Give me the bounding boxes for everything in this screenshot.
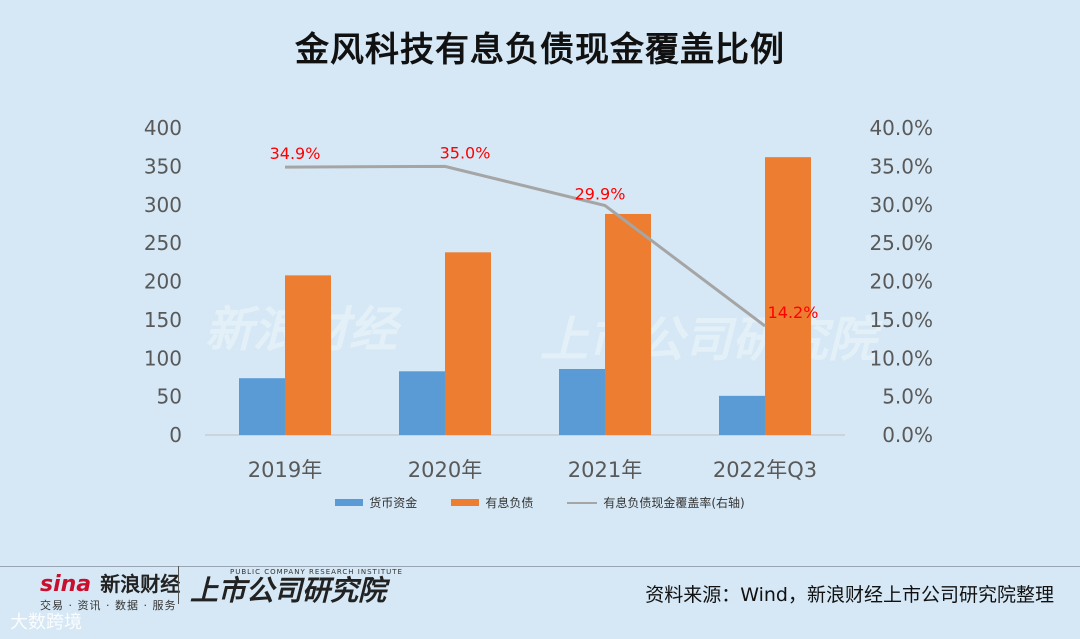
ratio-data-label: 34.9% xyxy=(270,144,321,163)
y-left-tick-label: 0 xyxy=(169,423,182,447)
watermark-institute: 上市公司研究院 xyxy=(540,312,877,368)
y-left-tick-label: 350 xyxy=(144,154,182,178)
sina-brand-cn: 新浪财经 xyxy=(100,572,181,596)
bar-debt xyxy=(445,252,491,435)
y-left-tick-label: 300 xyxy=(144,193,182,217)
x-tick-label: 2021年 xyxy=(568,458,642,482)
legend-label-ratio: 有息负债现金覆盖率(右轴) xyxy=(603,496,745,510)
y-right-tick-label: 0.0% xyxy=(882,423,933,447)
y-right-tick-label: 10.0% xyxy=(869,346,933,370)
y-left-tick-label: 400 xyxy=(144,116,182,140)
sina-brand-text: sina xyxy=(40,572,92,597)
legend-swatch-debt xyxy=(451,499,480,506)
corner-watermark: 大数跨境 xyxy=(10,612,82,633)
y-left-tick-label: 200 xyxy=(144,270,182,294)
x-tick-label: 2022年Q3 xyxy=(713,458,817,482)
y-right-tick-label: 40.0% xyxy=(869,116,933,140)
ratio-data-label: 29.9% xyxy=(575,185,626,204)
y-left-tick-label: 100 xyxy=(144,346,182,370)
y-right-tick-label: 15.0% xyxy=(869,308,933,332)
y-right-tick-label: 30.0% xyxy=(869,193,933,217)
legend-label-debt: 有息负债 xyxy=(485,496,534,510)
source-note: 资料来源：Wind，新浪财经上市公司研究院整理 xyxy=(645,584,1054,606)
legend-label-cash: 货币资金 xyxy=(369,496,418,510)
logo-separator xyxy=(178,566,179,604)
institute-cn: 上市公司研究院 xyxy=(190,574,387,607)
legend-item-ratio: 有息负债现金覆盖率(右轴) xyxy=(567,494,745,511)
institute-en: PUBLIC COMPANY RESEARCH INSTITUTE xyxy=(230,568,403,576)
bar-debt xyxy=(605,213,651,435)
y-right-tick-label: 35.0% xyxy=(869,154,933,178)
x-tick-label: 2019年 xyxy=(248,458,322,482)
institute-logo: PUBLIC COMPANY RESEARCH INSTITUTE 上市公司研究… xyxy=(190,568,403,606)
footer-divider xyxy=(0,566,1080,567)
y-right-tick-label: 25.0% xyxy=(869,231,933,255)
chart-legend: 货币资金 有息负债 有息负债现金覆盖率(右轴) xyxy=(0,494,1080,511)
ratio-line xyxy=(284,164,766,328)
combo-chart: 0 50 100 150 200 250 300 350 400 0.0% 5.0% 10.0% 15.… xyxy=(144,116,933,482)
bar-debt xyxy=(765,157,811,436)
bar-debt xyxy=(285,275,331,435)
bar-cash xyxy=(239,378,285,435)
ratio-data-label: 14.2% xyxy=(768,303,819,322)
legend-item-debt: 有息负债 xyxy=(451,494,533,511)
sina-logo: sina 新浪财经 交易 · 资讯 · 数据 · 服务 xyxy=(40,568,180,613)
legend-swatch-ratio xyxy=(567,501,598,504)
bar-cash xyxy=(399,371,445,435)
legend-swatch-cash xyxy=(335,499,364,506)
y-left-tick-label: 50 xyxy=(157,385,182,409)
y-left-tick-label: 150 xyxy=(144,308,182,332)
y-right-tick-label: 5.0% xyxy=(882,385,933,409)
bar-cash xyxy=(559,368,605,435)
y-right-tick-label: 20.0% xyxy=(869,270,933,294)
legend-item-cash: 货币资金 xyxy=(335,494,417,511)
sina-tagline: 交易 · 资讯 · 数据 · 服务 xyxy=(40,599,177,612)
bar-cash xyxy=(719,395,765,435)
chart-title: 金风科技有息负债现金覆盖比例 xyxy=(295,30,785,70)
ratio-data-label: 35.0% xyxy=(440,143,491,162)
x-tick-label: 2020年 xyxy=(408,458,482,482)
y-left-tick-label: 250 xyxy=(144,231,182,255)
